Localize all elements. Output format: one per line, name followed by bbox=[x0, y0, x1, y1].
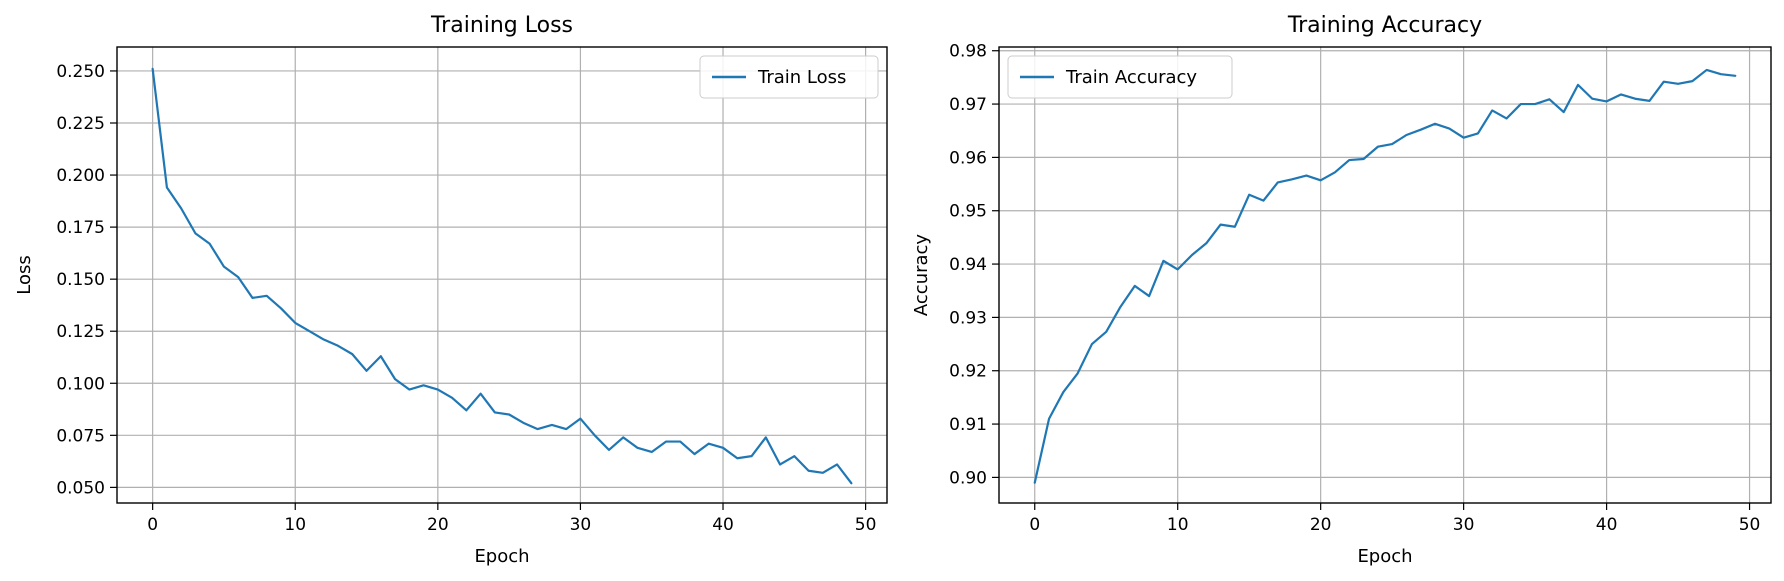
chart-1-plot-frame bbox=[116, 46, 888, 504]
chart-2-legend-box bbox=[1007, 55, 1233, 99]
chart-1-x-tick-label: 40 bbox=[712, 515, 734, 535]
chart-2-x-tick-label: 20 bbox=[1310, 515, 1332, 535]
chart-2-y-tick-label: 0.91 bbox=[949, 415, 987, 435]
chart-1-x-tick-label: 10 bbox=[284, 515, 306, 535]
chart-1-y-tick-label: 0.225 bbox=[56, 114, 105, 134]
chart-2-title: Training Accuracy bbox=[1287, 13, 1482, 38]
chart-2-y-axis-label: Accuracy bbox=[911, 234, 932, 317]
chart-1-y-tick-label: 0.150 bbox=[56, 270, 105, 290]
chart-1-x-tick-label: 20 bbox=[427, 515, 449, 535]
chart-2-y-tick-label: 0.96 bbox=[949, 148, 987, 168]
chart-2-y-tick-label: 0.98 bbox=[949, 42, 987, 62]
chart-2-legend: Train Accuracy bbox=[1007, 55, 1233, 99]
chart-2-y-tick-label: 0.90 bbox=[949, 468, 987, 488]
chart-2-x-axis-label: Epoch bbox=[1357, 546, 1412, 567]
chart-2-y-tick-label: 0.92 bbox=[949, 362, 987, 382]
chart-2-x-tick-label: 40 bbox=[1596, 515, 1618, 535]
chart-1-y-tick-label: 0.075 bbox=[56, 426, 105, 446]
chart-2-plot-frame bbox=[998, 46, 1772, 504]
chart-1-y-tick-label: 0.200 bbox=[56, 166, 105, 186]
chart-1-legend: Train Loss bbox=[699, 55, 879, 99]
chart-2-x-tick-label: 30 bbox=[1453, 515, 1475, 535]
chart-1-series-line bbox=[151, 67, 853, 485]
chart-1-legend-box bbox=[699, 55, 879, 99]
chart-2-x-tick-label: 10 bbox=[1167, 515, 1189, 535]
chart-1-legend-label: Train Loss bbox=[757, 67, 846, 88]
chart-2-legend-label: Train Accuracy bbox=[1065, 67, 1197, 88]
chart-2: 0 10 20 30 40 50 0.90 0.91 0.92 0.93 0.94 0.95 0.96 0… bbox=[911, 13, 1772, 567]
chart-2-series-line bbox=[1033, 68, 1737, 484]
chart-2-y-tick-label: 0.95 bbox=[949, 202, 987, 222]
chart-1-y-tick-label: 0.250 bbox=[56, 62, 105, 82]
chart-1-y-tick-label: 0.175 bbox=[56, 218, 105, 238]
chart-2-y-tick-label: 0.97 bbox=[949, 95, 987, 115]
chart-2-x-tick-label: 50 bbox=[1739, 515, 1761, 535]
chart-1-y-tick-label: 0.100 bbox=[56, 374, 105, 394]
chart-1-x-tick-label: 50 bbox=[855, 515, 877, 535]
chart-1-x-axis-label: Epoch bbox=[474, 546, 529, 567]
chart-1-x-tick-label: 30 bbox=[570, 515, 592, 535]
chart-1-y-tick-label: 0.125 bbox=[56, 322, 105, 342]
chart-2-y-tick-label: 0.94 bbox=[949, 255, 987, 275]
chart-1-title: Training Loss bbox=[430, 13, 573, 38]
chart-2-y-tick-label: 0.93 bbox=[949, 308, 987, 328]
chart-1-y-axis-label: Loss bbox=[14, 255, 35, 294]
chart-1-x-tick-label: 0 bbox=[147, 515, 158, 535]
chart-1-y-tick-label: 0.050 bbox=[56, 478, 105, 498]
chart-1: 0 10 20 30 40 50 0.050 0.075 0.100 0.125 0.150 0.17… bbox=[14, 13, 888, 567]
chart-2-x-tick-label: 0 bbox=[1029, 515, 1040, 535]
